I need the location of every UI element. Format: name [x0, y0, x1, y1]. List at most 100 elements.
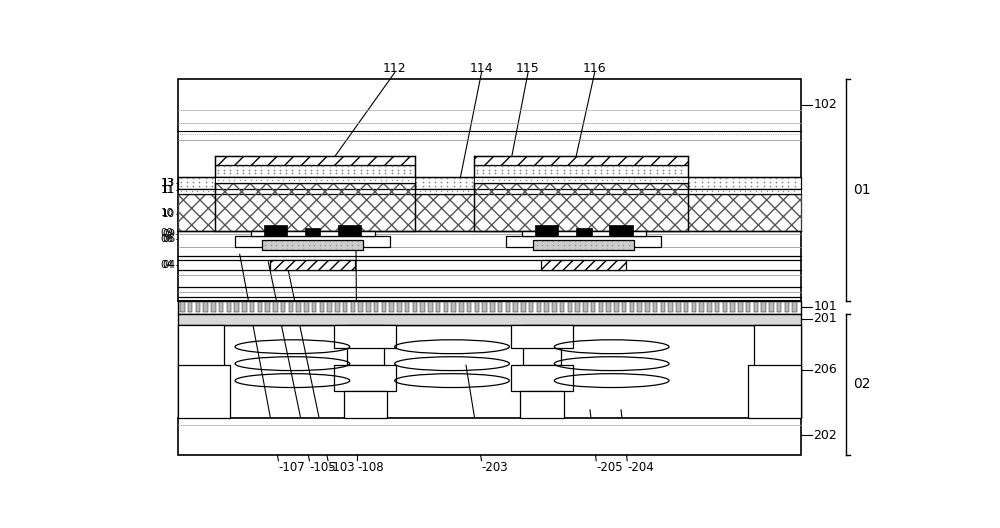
Bar: [289, 302, 293, 312]
Bar: [490, 302, 495, 312]
Bar: [474, 165, 688, 177]
Bar: [305, 228, 320, 236]
Bar: [436, 302, 440, 312]
Bar: [684, 302, 688, 312]
Bar: [668, 302, 673, 312]
Bar: [521, 302, 526, 312]
Bar: [467, 302, 471, 312]
Bar: [312, 302, 316, 312]
Text: 02: 02: [854, 377, 871, 391]
Text: 11: 11: [161, 185, 174, 195]
Bar: [474, 183, 688, 231]
Bar: [296, 302, 301, 312]
Bar: [777, 302, 781, 312]
Bar: [785, 302, 789, 312]
Bar: [366, 302, 371, 312]
Bar: [358, 302, 363, 312]
Bar: [215, 165, 415, 177]
Text: -205: -205: [596, 460, 623, 474]
Bar: [761, 302, 766, 312]
Text: 112: 112: [383, 62, 407, 75]
Bar: [242, 302, 247, 312]
Bar: [537, 302, 541, 312]
Bar: [738, 302, 743, 312]
Bar: [529, 302, 533, 312]
Text: 04: 04: [162, 260, 175, 270]
Bar: [382, 302, 386, 312]
Bar: [544, 302, 549, 312]
Bar: [281, 302, 285, 312]
Bar: [769, 302, 774, 312]
Bar: [552, 302, 557, 312]
Bar: [227, 302, 231, 312]
Bar: [264, 225, 287, 236]
Bar: [606, 302, 611, 312]
Bar: [560, 302, 564, 312]
Bar: [397, 302, 402, 312]
Bar: [180, 302, 185, 312]
Bar: [413, 302, 417, 312]
Bar: [451, 302, 456, 312]
Text: -203: -203: [482, 460, 508, 474]
Bar: [347, 325, 384, 365]
Bar: [178, 325, 224, 418]
Bar: [575, 302, 580, 312]
Text: 206: 206: [813, 363, 837, 376]
Bar: [599, 302, 603, 312]
Bar: [591, 302, 595, 312]
Text: 13: 13: [162, 178, 175, 188]
Text: 01: 01: [854, 183, 871, 196]
Text: 10: 10: [161, 208, 174, 218]
Bar: [692, 302, 696, 312]
Text: -204: -204: [627, 460, 654, 474]
Bar: [178, 325, 801, 418]
Bar: [258, 302, 262, 312]
Bar: [234, 302, 239, 312]
Bar: [219, 302, 223, 312]
Bar: [351, 302, 355, 312]
Bar: [343, 302, 347, 312]
Bar: [338, 225, 361, 236]
Bar: [723, 302, 727, 312]
Bar: [520, 391, 564, 418]
Bar: [420, 302, 425, 312]
Bar: [178, 418, 801, 455]
Bar: [754, 302, 758, 312]
Bar: [428, 302, 433, 312]
Text: 11: 11: [162, 185, 175, 195]
Bar: [178, 365, 230, 418]
Bar: [661, 302, 665, 312]
Bar: [614, 302, 619, 312]
Bar: [676, 302, 681, 312]
Bar: [188, 302, 192, 312]
Bar: [459, 302, 464, 312]
Text: 202: 202: [813, 429, 837, 442]
Bar: [792, 302, 797, 312]
Bar: [389, 302, 394, 312]
Bar: [178, 79, 801, 300]
Bar: [522, 231, 646, 236]
Text: 102: 102: [813, 98, 837, 111]
Bar: [609, 225, 633, 236]
Text: 13: 13: [161, 178, 174, 188]
Bar: [334, 365, 396, 391]
Bar: [215, 183, 415, 231]
Text: -108: -108: [358, 460, 384, 474]
Text: 10: 10: [162, 209, 175, 219]
Bar: [474, 177, 688, 183]
Bar: [475, 302, 479, 312]
Bar: [630, 302, 634, 312]
Bar: [250, 302, 254, 312]
Bar: [196, 302, 200, 312]
Bar: [506, 302, 510, 312]
Bar: [215, 183, 415, 231]
Bar: [270, 260, 355, 270]
Bar: [178, 194, 801, 231]
Bar: [482, 302, 487, 312]
Bar: [215, 177, 415, 183]
Bar: [653, 302, 657, 312]
Bar: [699, 302, 704, 312]
Bar: [374, 302, 378, 312]
Bar: [344, 391, 387, 418]
Bar: [265, 302, 270, 312]
